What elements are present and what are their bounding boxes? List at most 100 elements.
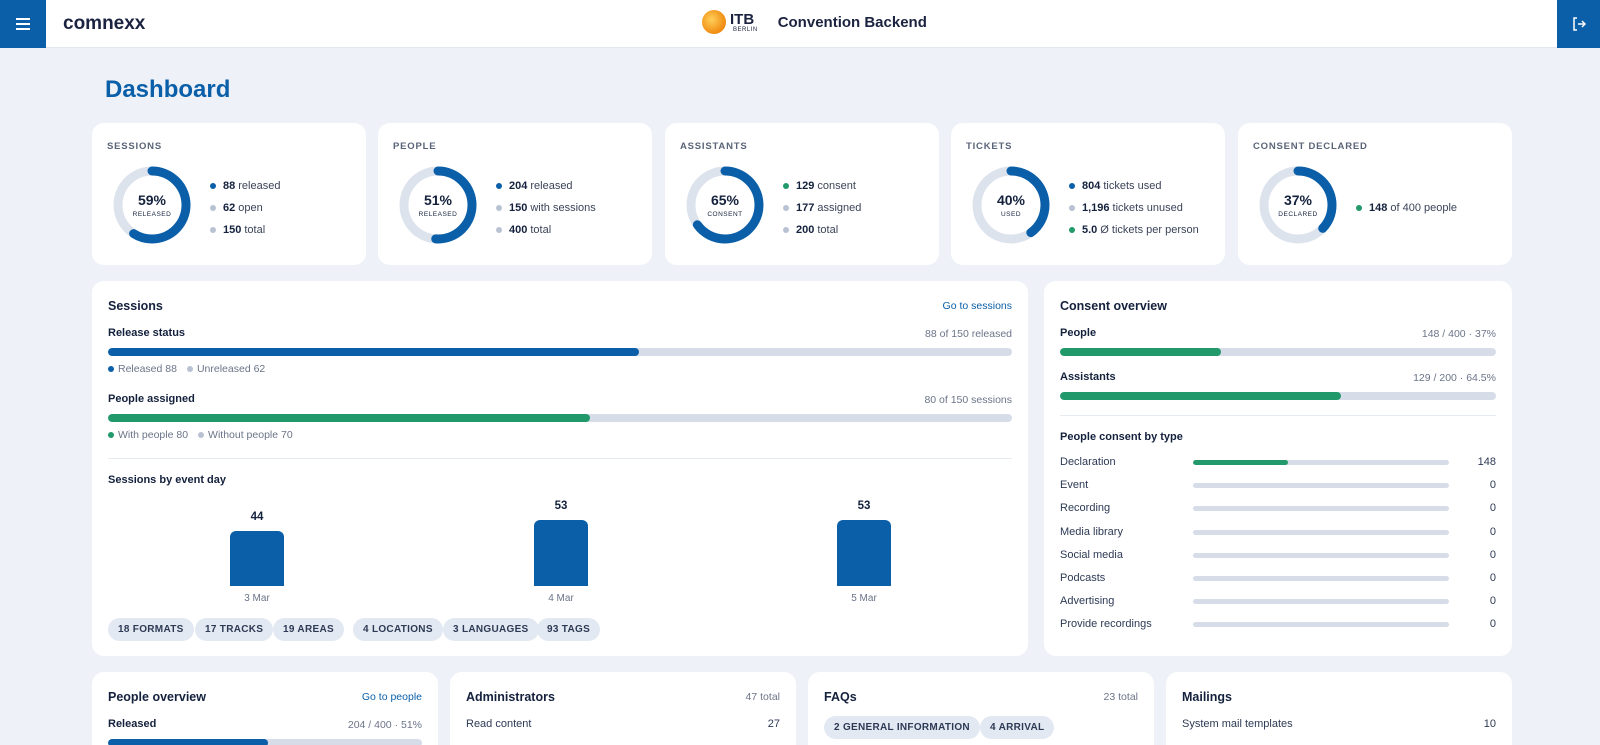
itb-logo-text: ITB	[730, 10, 755, 28]
taxonomy-chip[interactable]: 18 FORMATS	[108, 618, 194, 641]
people-released-bar-fill	[108, 739, 269, 745]
kpi-card-tickets: TICKETS 40% USED 804 tickets used 1,196 tic…	[951, 123, 1225, 265]
kpi-stats: 148 of 400 people	[1356, 197, 1457, 219]
kpi-percent: 51%	[423, 192, 453, 208]
admin-row-read-content-value: 27	[767, 718, 780, 730]
itb-logo-subtext: BERLIN	[733, 26, 758, 33]
consent-assistants-label: Assistants	[1060, 371, 1116, 383]
globe-icon	[702, 10, 726, 34]
consent-type-value: 0	[1489, 525, 1496, 538]
taxonomy-chip[interactable]: 93 TAGS	[537, 618, 601, 641]
kpi-percent: 40%	[996, 192, 1026, 208]
release-status-legend: Released 88 Unreleased 62	[108, 363, 265, 375]
consent-people-bar-fill	[1060, 348, 1222, 356]
faqs-card: FAQs 23 total 2 GENERAL INFORMATION 4 AR…	[808, 672, 1154, 745]
people-assigned-bar	[108, 414, 1012, 422]
consent-type-label: Provide recordings	[1060, 618, 1152, 631]
consent-overview-card: Consent overview People 148 / 400 · 37% …	[1044, 281, 1512, 656]
release-status-meta: 88 of 150 released	[925, 328, 1012, 340]
consent-type-bar	[1193, 599, 1449, 605]
taxonomy-chip[interactable]: 3 LANGUAGES	[443, 618, 539, 641]
faq-chip-arrival[interactable]: 4 ARRIVAL	[980, 716, 1055, 739]
consent-type-bar	[1193, 552, 1449, 558]
kpi-stat: 5.0 Ø tickets per person	[1069, 219, 1199, 241]
kpi-stats: 804 tickets used 1,196 tickets unused 5.0 Ø t…	[1069, 175, 1199, 241]
faqs-title: FAQs	[824, 690, 857, 704]
menu-button[interactable]	[0, 0, 46, 48]
taxonomy-chip[interactable]: 19 AREAS	[273, 618, 344, 641]
consent-type-bar	[1193, 622, 1449, 628]
kpi-stat: 1,196 tickets unused	[1069, 197, 1199, 219]
kpi-stat: 150 total	[210, 219, 280, 241]
sessions-title: Sessions	[108, 299, 163, 313]
consent-assistants-bar	[1060, 392, 1496, 400]
kpi-card-people: PEOPLE 51% RELEASED 204 released 150 with s…	[378, 123, 652, 265]
kpi-card-assistants: ASSISTANTS 65% CONSENT 129 consent 177 assi…	[665, 123, 939, 265]
page-title: Dashboard	[105, 76, 231, 103]
admin-row-read-content-label: Read content	[466, 718, 532, 730]
consent-type-label: Declaration	[1060, 456, 1116, 468]
legend-with-people: With people 80	[108, 429, 188, 441]
faq-chip-general-information[interactable]: 2 GENERAL INFORMATION	[824, 716, 980, 739]
consent-people-meta: 148 / 400 · 37%	[1421, 328, 1496, 340]
people-released-meta: 204 / 400 · 51%	[347, 719, 422, 731]
kpi-stat: 88 released	[210, 175, 280, 197]
kpi-donut	[686, 166, 764, 244]
consent-type-label: Recording	[1060, 502, 1111, 515]
mailings-card: Mailings System mail templates 10	[1166, 672, 1512, 745]
kpi-stat: 200 total	[783, 219, 861, 241]
kpi-stat: 177 assigned	[783, 197, 861, 219]
mailings-title: Mailings	[1182, 690, 1233, 704]
consent-type-value: 0	[1489, 572, 1496, 584]
consent-by-type-title: People consent by type	[1060, 431, 1183, 443]
kpi-percent-sublabel: CONSENT	[707, 211, 743, 218]
consent-type-label: Media library	[1060, 525, 1123, 538]
administrators-card: Administrators 47 total Read content 27	[450, 672, 796, 745]
kpi-donut	[399, 166, 477, 244]
people-overview-card: People overview Go to people Released 20…	[92, 672, 438, 745]
taxonomy-chip[interactable]: 17 TRACKS	[195, 618, 274, 641]
go-to-sessions-link[interactable]: Go to sessions	[942, 300, 1012, 312]
kpi-donut	[1259, 166, 1337, 244]
consent-type-label: Podcasts	[1060, 572, 1106, 584]
kpi-percent: 37%	[1283, 192, 1313, 208]
legend-unreleased: Unreleased 62	[186, 363, 265, 375]
consent-type-bar	[1193, 529, 1449, 535]
people-assigned-meta: 80 of 150 sessions	[924, 394, 1012, 406]
people-overview-title: People overview	[108, 690, 206, 704]
logout-button[interactable]	[1557, 0, 1600, 48]
kpi-stat: 62 open	[210, 197, 280, 219]
legend-without-people: Without people 70	[198, 429, 293, 441]
consent-type-value: 0	[1489, 618, 1496, 631]
kpi-stat: 400 total	[496, 219, 596, 241]
kpi-percent-sublabel: USED	[1000, 211, 1022, 218]
people-released-label: Released	[108, 718, 157, 730]
consent-type-bar	[1193, 576, 1449, 581]
kpi-label: TICKETS	[966, 141, 1013, 152]
chart-bar	[534, 520, 588, 586]
release-status-bar-fill	[108, 348, 639, 356]
people-assigned-label: People assigned	[108, 393, 195, 405]
consent-type-value: 0	[1489, 479, 1496, 492]
release-status-bar	[108, 348, 1012, 356]
consent-type-bar-fill	[1193, 460, 1288, 465]
consent-assistants-bar-fill	[1060, 392, 1342, 400]
sessions-card: Sessions Go to sessions Release status 8…	[92, 281, 1028, 656]
consent-type-bar	[1193, 506, 1449, 512]
consent-people-label: People	[1060, 327, 1097, 339]
release-status-label: Release status	[108, 327, 186, 339]
legend-released: Released 88	[108, 363, 177, 375]
sessions-by-day-title: Sessions by event day	[108, 474, 226, 486]
taxonomy-chip[interactable]: 4 LOCATIONS	[353, 618, 443, 641]
consent-type-label: Social media	[1060, 548, 1123, 561]
go-to-people-link[interactable]: Go to people	[361, 691, 422, 703]
kpi-stats: 204 released 150 with sessions 400 total	[496, 175, 596, 241]
event-brand: ITB BERLIN Convention Backend	[702, 10, 927, 34]
consent-type-label: Advertising	[1060, 595, 1115, 608]
kpi-label: CONSENT DECLARED	[1253, 141, 1368, 152]
chart-bar	[837, 520, 891, 586]
consent-assistants-meta: 129 / 200 · 64.5%	[1413, 372, 1496, 384]
consent-overview-title: Consent overview	[1060, 299, 1167, 313]
brand-name: comnexx	[63, 13, 146, 34]
kpi-stat: 148 of 400 people	[1356, 197, 1457, 219]
